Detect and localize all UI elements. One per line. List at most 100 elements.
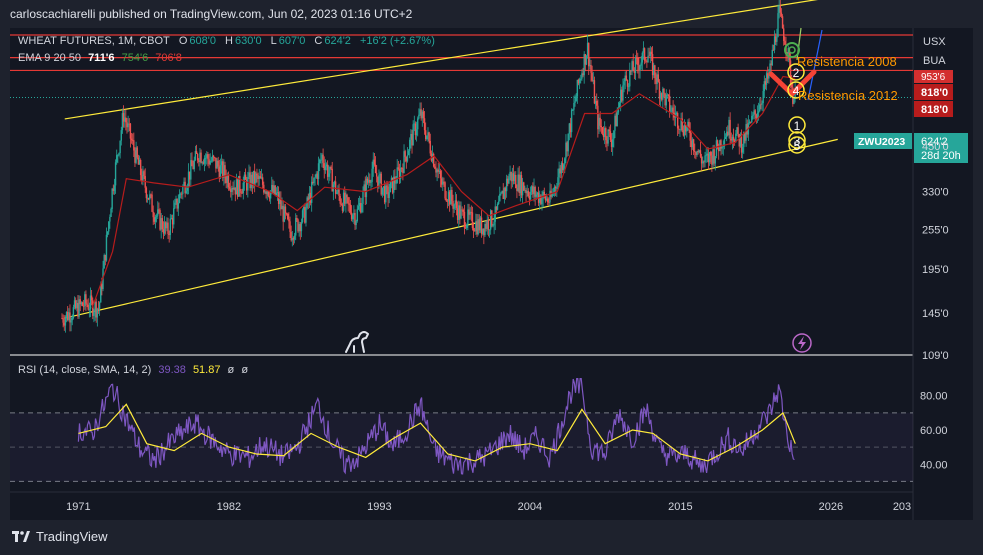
rsi-legend[interactable]: RSI (14, close, SMA, 14, 2) 39.38 51.87 …	[18, 364, 248, 376]
candle-body	[703, 161, 705, 163]
candle-body	[100, 283, 102, 303]
candle-body	[531, 186, 533, 192]
candle-body	[712, 149, 714, 165]
candle-body	[581, 73, 583, 79]
candle-body	[594, 101, 597, 104]
candle-body	[436, 169, 438, 173]
candle-body	[654, 65, 656, 78]
candle-body	[147, 197, 150, 200]
candle-body	[694, 150, 696, 153]
candle-body	[489, 210, 492, 230]
candle-body	[395, 182, 397, 184]
candle-body	[520, 175, 523, 196]
candle-body	[645, 60, 647, 62]
candle-body	[320, 159, 322, 161]
candle-body	[214, 157, 216, 159]
candle-body	[707, 153, 710, 163]
symbol-name[interactable]: WHEAT FUTURES, 1M, CBOT	[18, 35, 170, 47]
events-lightning-icon[interactable]	[792, 333, 812, 353]
footer[interactable]: TradingView	[12, 529, 108, 544]
candle-body	[757, 111, 760, 113]
candle-body	[672, 107, 674, 113]
footer-brand[interactable]: TradingView	[36, 529, 108, 544]
candle-body	[252, 170, 255, 186]
rsi-tick-label: 40.00	[920, 459, 948, 471]
candle-body	[253, 170, 256, 184]
candle-body	[568, 123, 571, 134]
candle-body	[393, 176, 395, 193]
wave-markers[interactable]: 2 4 1 3 5	[768, 42, 817, 154]
candle-body	[724, 137, 727, 139]
candle-body	[676, 113, 679, 129]
candle-body	[764, 81, 767, 85]
ema-legend[interactable]: EMA 9 20 50 711'6 754'6 706'8	[18, 52, 182, 64]
candle-body	[741, 147, 744, 153]
candle-body	[432, 153, 435, 167]
projection-line[interactable]	[807, 29, 823, 101]
candle-body	[427, 132, 429, 136]
candle-body	[119, 140, 121, 154]
candle-body	[264, 191, 266, 193]
candle-body	[713, 149, 715, 164]
res-tag-3-text: 818'0	[921, 104, 948, 116]
candle-body	[602, 133, 605, 138]
candle-body	[310, 181, 313, 203]
candle-body	[582, 73, 584, 76]
candle-body	[624, 75, 626, 82]
resistance-2012-label: Resistencia 2012	[798, 88, 898, 103]
rsi-label[interactable]: RSI (14, close, SMA, 14, 2)	[18, 364, 152, 376]
channel-upper-line[interactable]	[64, 0, 838, 120]
candle-body	[629, 70, 631, 87]
candle-body	[401, 167, 403, 169]
candle-body	[232, 187, 234, 190]
candle-body	[125, 117, 127, 123]
candle-body	[201, 162, 203, 164]
candle-body	[340, 203, 343, 205]
candle-body	[183, 181, 185, 187]
candle-body	[109, 216, 111, 222]
candle-body	[316, 173, 319, 179]
candle-body	[357, 206, 360, 210]
res-tag-2	[914, 84, 953, 100]
candle-body	[149, 194, 151, 200]
wave-1-circle	[788, 116, 806, 134]
candle-body	[127, 123, 129, 128]
candle-body	[321, 154, 323, 160]
ema-label[interactable]: EMA 9 20 50	[18, 52, 81, 64]
candle-body	[528, 196, 531, 200]
candle-body	[698, 150, 701, 153]
candle-body	[575, 96, 577, 102]
candle-body	[356, 209, 358, 222]
candle-body	[114, 162, 117, 186]
candle-body	[452, 200, 454, 209]
symbol-tag[interactable]	[854, 133, 912, 149]
candle-body	[383, 186, 386, 203]
candle-body	[73, 300, 76, 308]
candle-body	[406, 155, 409, 162]
candle-body	[705, 155, 707, 157]
candle-body	[404, 151, 406, 157]
candle-body	[276, 192, 279, 193]
wave-target-icon[interactable]	[784, 42, 800, 58]
candle-body	[154, 216, 157, 222]
candle-body	[222, 161, 224, 178]
candle-body	[158, 209, 160, 211]
candle-body	[398, 168, 401, 180]
candle-body	[679, 129, 681, 131]
candle-body	[405, 156, 408, 162]
candle-body	[196, 153, 199, 161]
candle-body	[344, 192, 346, 204]
candle-body	[442, 181, 444, 185]
candle-body	[535, 194, 537, 197]
candle-body	[744, 131, 746, 141]
candle-body	[370, 181, 372, 183]
candle-body	[553, 186, 556, 193]
channel-lower-line[interactable]	[64, 138, 838, 319]
candle-body	[61, 318, 63, 319]
candle-body	[733, 140, 736, 143]
candle-body	[423, 118, 426, 131]
candle-body	[375, 173, 378, 177]
candle-body	[687, 121, 689, 127]
